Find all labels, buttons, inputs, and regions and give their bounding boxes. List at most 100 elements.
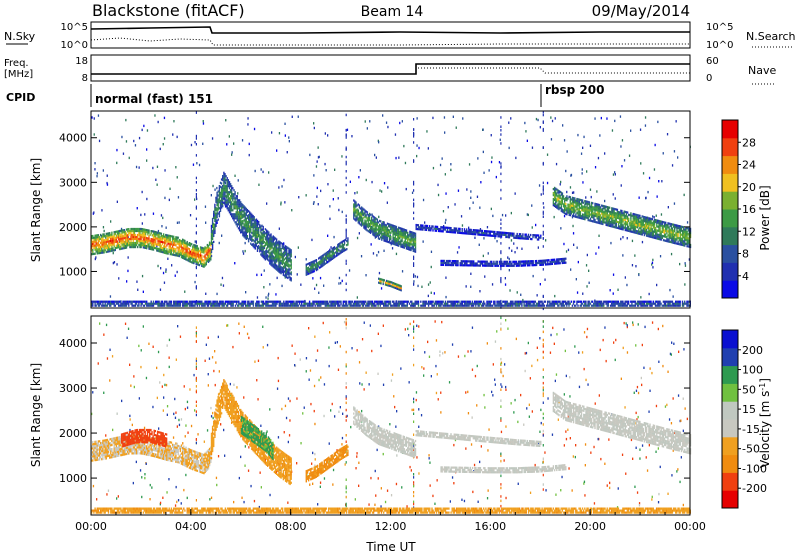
colorbar-tick-label: 200 xyxy=(742,344,763,357)
power-band-6 xyxy=(440,257,567,267)
power-band-0 xyxy=(91,227,212,268)
colorbar-swatch xyxy=(722,330,738,349)
ytick-label: 3000 xyxy=(59,382,87,395)
nsearch-tick-top: 10^5 xyxy=(706,22,733,33)
freq-tick-bottom: 8 xyxy=(82,73,88,84)
power-band-5 xyxy=(415,223,542,241)
nsky-panel: N.Sky 10^5 10^0 10^5 10^0 N.Search xyxy=(4,21,796,51)
colorbar-tick-label: 12 xyxy=(742,225,756,238)
xtick-label: 08:00 xyxy=(275,520,307,533)
nsearch-label: N.Search xyxy=(746,30,796,43)
colorbar-tick-label: 24 xyxy=(742,159,756,172)
velocity-bands-layer xyxy=(91,379,692,514)
cpid-panel: CPID normal (fast) 151 rbsp 200 xyxy=(6,83,604,107)
power-band-1 xyxy=(210,171,292,282)
xtick-label: 20:00 xyxy=(574,520,606,533)
colorbar-tick-label: -100 xyxy=(742,462,767,475)
power-colorbar-label: Power [dB] xyxy=(758,185,772,250)
colorbar-swatch xyxy=(722,454,738,473)
colorbar-tick-label: 50 xyxy=(742,383,756,396)
ytick-label: 4000 xyxy=(59,337,87,350)
velocity-band-1 xyxy=(120,428,168,448)
xtick-label: 12:00 xyxy=(375,520,407,533)
power-band-8 xyxy=(91,300,691,307)
power-colorbar: Power [dB] 4 8 12 16 20 24 28 xyxy=(721,119,772,299)
colorbar-swatch xyxy=(722,383,738,402)
power-panel: 1000 2000 3000 4000 Slant Range [km] xyxy=(29,110,692,311)
power-band-7 xyxy=(552,186,692,249)
colorbar-tick-label: 100 xyxy=(742,364,763,377)
cpid-mode-2: rbsp 200 xyxy=(545,83,604,97)
nsearch-line xyxy=(90,37,690,46)
colorbar-tick-label: 16 xyxy=(742,203,756,216)
xtick-label: 16:00 xyxy=(474,520,506,533)
station-title: Blackstone (fitACF) xyxy=(92,1,245,20)
velocity-colorbar: Velocity [m s-1] -200 -100 -50 -15 15 50 100 20… xyxy=(721,329,772,509)
nsearch-tick-bottom: 10^0 xyxy=(706,40,733,51)
colorbar-swatch xyxy=(722,419,738,438)
velocity-xaxis: 00:00 04:00 08:00 12:00 16:00 20:00 00:00 xyxy=(75,509,706,533)
colorbar-tick-label: 28 xyxy=(742,136,756,149)
nave-line xyxy=(91,67,690,75)
colorbar-tick-label: 8 xyxy=(742,248,749,261)
velocity-colorbar-label: Velocity [m s-1] xyxy=(758,378,772,468)
colorbar-tick-label: -200 xyxy=(742,482,767,495)
ytick-label: 4000 xyxy=(59,132,87,145)
freq-panel: Freq. [MHz] 18 8 60 0 Nave xyxy=(4,54,776,85)
colorbar-swatch xyxy=(722,191,738,210)
nsky-tick-bottom: 10^0 xyxy=(61,40,88,51)
ytick-label: 3000 xyxy=(59,176,87,189)
velocity-band-5 xyxy=(353,406,417,458)
colorbar-swatch xyxy=(722,401,738,420)
power-band-3 xyxy=(353,199,417,253)
freq-unit-label: [MHz] xyxy=(4,69,33,80)
colorbar-tick-label: 20 xyxy=(742,181,756,194)
power-yaxis: 1000 2000 3000 4000 xyxy=(59,132,690,278)
nsky-line xyxy=(90,26,690,34)
colorbar-tick-label: 15 xyxy=(742,403,756,416)
colorbar-swatch xyxy=(722,490,738,509)
ytick-label: 2000 xyxy=(59,221,87,234)
velocity-band-7 xyxy=(440,464,567,474)
velocity-band-6 xyxy=(415,430,542,447)
colorbar-swatch xyxy=(722,347,738,367)
velocity-xlabel: Time UT xyxy=(365,540,416,554)
velocity-band-9 xyxy=(91,507,691,514)
power-ylabel: Slant Range [km] xyxy=(29,158,43,262)
nave-tick-top: 60 xyxy=(706,56,719,67)
colorbar-swatch xyxy=(722,472,738,491)
colorbar-swatch xyxy=(722,244,738,263)
date-title: 09/May/2014 xyxy=(592,2,690,20)
xtick-label: 04:00 xyxy=(175,520,207,533)
power-band-2 xyxy=(305,237,349,276)
velocity-ylabel: Slant Range [km] xyxy=(29,363,43,467)
cpid-mode-1: normal (fast) 151 xyxy=(95,92,213,106)
ytick-label: 1000 xyxy=(59,265,87,278)
colorbar-swatch xyxy=(722,436,738,456)
xtick-label: 00:00 xyxy=(75,520,107,533)
freq-label: Freq. xyxy=(4,58,29,69)
colorbar-swatch xyxy=(722,262,738,281)
colorbar-swatch xyxy=(722,209,738,228)
xtick-label: 00:00 xyxy=(674,520,706,533)
ytick-label: 1000 xyxy=(59,472,87,485)
colorbar-swatch xyxy=(722,120,738,139)
power-scatter-layer xyxy=(91,111,691,311)
nsky-tick-top: 10^5 xyxy=(61,22,88,33)
nave-label: Nave xyxy=(748,64,776,77)
velocity-yaxis: 1000 2000 3000 4000 xyxy=(59,337,690,485)
nsky-label: N.Sky xyxy=(4,30,36,43)
beam-title: Beam 14 xyxy=(361,4,424,20)
colorbar-swatch xyxy=(722,155,738,174)
cpid-label: CPID xyxy=(6,91,35,104)
velocity-band-3 xyxy=(240,415,274,461)
velocity-band-4 xyxy=(305,444,349,483)
freq-line xyxy=(91,63,690,75)
colorbar-tick-label: -50 xyxy=(742,443,760,456)
power-band-4 xyxy=(378,277,402,292)
colorbar-tick-label: -15 xyxy=(742,423,760,436)
colorbar-swatch xyxy=(722,280,738,299)
colorbar-swatch xyxy=(722,137,738,157)
colorbar-swatch xyxy=(722,173,738,192)
